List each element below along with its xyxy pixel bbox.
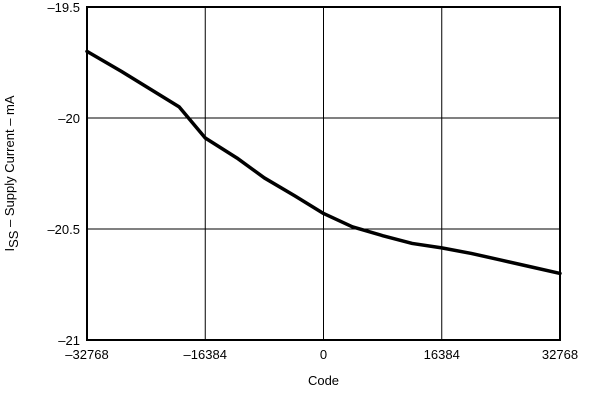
- x-tick-label: 0: [320, 347, 327, 362]
- x-tick-label: –16384: [184, 347, 227, 362]
- tick-labels: –32768 –16384 0 16384 32768 –19.5 –20 –20.5 –21: [47, 0, 578, 362]
- series-group: [85, 49, 562, 276]
- x-tick-label: –32768: [65, 347, 108, 362]
- y-tick-label: –20.5: [47, 222, 80, 237]
- x-tick-label: 32768: [542, 347, 578, 362]
- y-axis-label-text: – Supply Current – mA: [2, 95, 17, 230]
- series-line: [85, 49, 562, 276]
- y-axis-label: ISS – Supply Current – mA: [2, 95, 21, 251]
- y-tick-label: –21: [58, 333, 80, 348]
- plot-frame: [86, 6, 561, 341]
- y-axis-label-subscript: SS: [6, 230, 21, 248]
- y-tick-label: –19.5: [47, 0, 80, 15]
- x-axis-label: Code: [308, 373, 339, 388]
- y-tick-label: –20: [58, 111, 80, 126]
- x-tick-label: 16384: [424, 347, 460, 362]
- grid: [87, 7, 560, 340]
- y-axis-label-symbol: I: [2, 248, 17, 252]
